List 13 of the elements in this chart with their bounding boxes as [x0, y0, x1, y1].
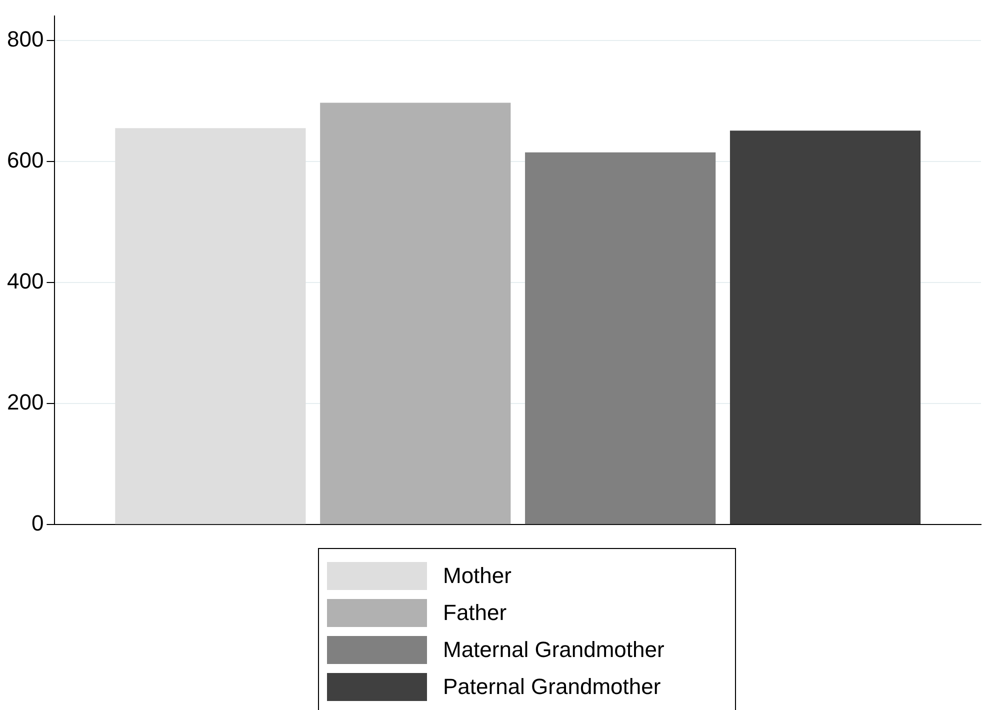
legend-label: Paternal Grandmother [443, 674, 661, 700]
y-tick-label: 0 [31, 510, 44, 536]
legend-label: Mother [443, 562, 512, 588]
legend-label: Maternal Grandmother [443, 636, 664, 662]
bar [115, 128, 306, 524]
bar [525, 152, 716, 524]
y-tick-label: 800 [6, 26, 44, 52]
y-tick-label: 400 [6, 268, 44, 294]
legend-label: Father [443, 600, 507, 626]
y-tick-label: 200 [6, 390, 44, 415]
bar [320, 102, 511, 524]
y-tick-label: 600 [6, 148, 44, 173]
bar [730, 130, 921, 524]
